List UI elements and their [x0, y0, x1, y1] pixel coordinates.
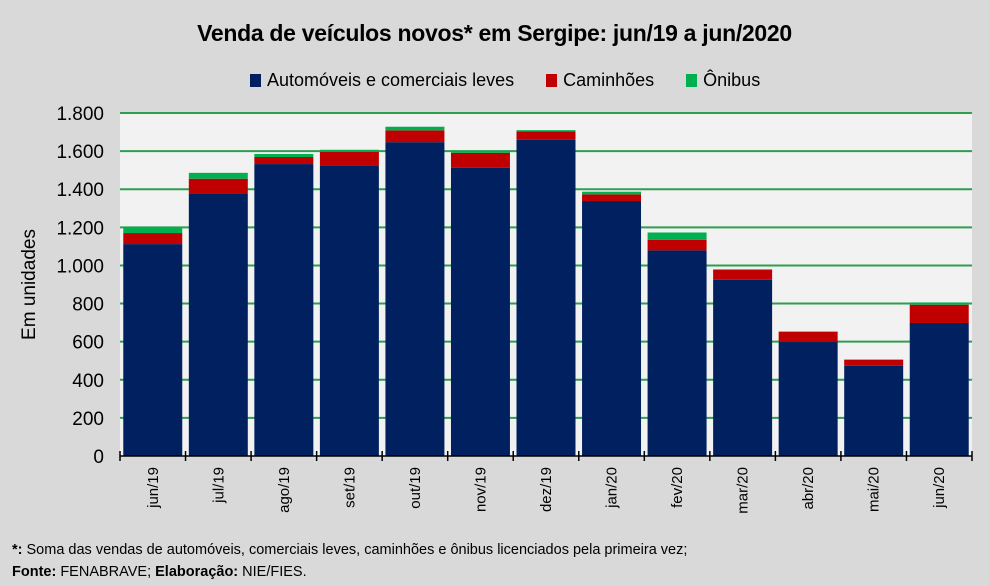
chart-title: Venda de veículos novos* em Sergipe: jun… [197, 20, 792, 46]
bar-caminhoes-jan-20 [582, 194, 642, 202]
footnote-text: Soma das vendas de automóveis, comerciai… [22, 542, 688, 558]
bar-caminhoes-mai-20 [844, 359, 904, 366]
bar-onibus-set-19 [319, 149, 379, 152]
x-tick-label: mar/20 [735, 467, 752, 514]
bar-onibus-jun-19 [123, 227, 183, 234]
y-tick-label: 400 [72, 371, 104, 392]
bar-automoveis-jun-19 [123, 244, 183, 456]
bar-caminhoes-abr-20 [778, 331, 838, 343]
footnote-label: *: [12, 542, 23, 558]
y-axis-label: Em unidades [19, 229, 40, 340]
y-tick-label: 200 [72, 409, 104, 430]
y-tick-label: 1.600 [56, 142, 104, 163]
bar-caminhoes-set-19 [319, 151, 379, 166]
bar-automoveis-set-19 [319, 165, 379, 457]
bar-caminhoes-jul-19 [188, 178, 248, 194]
bar-caminhoes-jun-20 [909, 304, 969, 323]
y-tick-label: 1.800 [56, 104, 104, 125]
bar-automoveis-abr-20 [778, 342, 838, 456]
x-tick-label: jun/19 [145, 467, 162, 509]
y-tick-label: 0 [93, 447, 104, 468]
bar-caminhoes-nov-19 [450, 152, 510, 168]
bar-onibus-out-19 [385, 126, 445, 131]
bar-onibus-dez-19 [516, 130, 576, 132]
bar-caminhoes-jun-19 [123, 233, 183, 245]
bar-automoveis-mai-20 [844, 365, 904, 456]
legend: Automóveis e comerciais leves Caminhões … [250, 70, 760, 91]
bar-onibus-nov-19 [450, 150, 510, 153]
y-tick-label: 1.400 [56, 180, 104, 201]
bar-automoveis-out-19 [385, 142, 445, 456]
legend-label-caminhoes: Caminhões [563, 70, 655, 90]
bar-automoveis-ago-19 [254, 164, 314, 456]
bar-onibus-mar-20 [713, 269, 773, 271]
legend-swatch-caminhoes [546, 74, 558, 87]
footer: *: Soma das vendas de automóveis, comerc… [12, 539, 687, 583]
bar-onibus-jan-20 [582, 191, 642, 195]
x-tick-label: set/19 [341, 467, 358, 508]
x-tick-label: nov/19 [472, 467, 489, 512]
legend-item-caminhoes: Caminhões [546, 70, 654, 91]
source-text: FENABRAVE; [56, 564, 156, 580]
bar-onibus-jul-19 [188, 172, 248, 179]
bar-onibus-jun-20 [909, 302, 969, 305]
elaboration-label: Elaboração: [155, 564, 239, 580]
bar-automoveis-jun-20 [909, 322, 969, 456]
bar-automoveis-dez-19 [516, 139, 576, 456]
x-tick-label: out/19 [407, 467, 424, 509]
bar-automoveis-jan-20 [582, 201, 642, 456]
bar-automoveis-nov-19 [450, 167, 510, 456]
bar-caminhoes-fev-20 [647, 239, 707, 251]
bar-caminhoes-ago-19 [254, 157, 314, 165]
bar-automoveis-fev-20 [647, 250, 707, 456]
legend-item-onibus: Ônibus [686, 70, 760, 91]
legend-swatch-onibus [686, 74, 698, 87]
legend-label-onibus: Ônibus [703, 70, 761, 90]
bar-caminhoes-out-19 [385, 130, 445, 143]
x-tick-label: abr/20 [800, 467, 817, 510]
y-tick-label: 600 [72, 333, 104, 354]
x-tick-label: mai/20 [866, 467, 883, 512]
legend-swatch-automoveis [250, 74, 261, 87]
bar-automoveis-mar-20 [713, 279, 773, 456]
footnote: *: Soma das vendas de automóveis, comerc… [12, 539, 687, 561]
y-tick-label: 800 [72, 295, 104, 316]
elaboration-text: NIE/FIES. [238, 564, 307, 580]
x-tick-label: dez/19 [538, 467, 555, 512]
bar-onibus-ago-19 [254, 153, 314, 158]
source-label: Fonte: [12, 564, 57, 580]
x-tick-label: jan/20 [604, 467, 621, 509]
x-tick-label: jul/19 [210, 467, 227, 504]
x-tick-label: fev/20 [669, 467, 686, 508]
bar-caminhoes-mar-20 [713, 270, 773, 280]
bar-automoveis-jul-19 [188, 193, 248, 456]
legend-item-automoveis: Automóveis e comerciais leves [250, 70, 514, 91]
x-tick-label: jun/20 [931, 467, 948, 509]
bar-caminhoes-dez-19 [516, 131, 576, 140]
y-tick-label: 1.200 [56, 218, 104, 239]
source-line: Fonte: FENABRAVE; Elaboração: NIE/FIES. [12, 561, 687, 583]
y-tick-label: 1.000 [56, 256, 104, 277]
legend-label-automoveis: Automóveis e comerciais leves [267, 70, 515, 90]
x-tick-label: ago/19 [276, 467, 293, 513]
bar-onibus-fev-20 [647, 232, 707, 240]
